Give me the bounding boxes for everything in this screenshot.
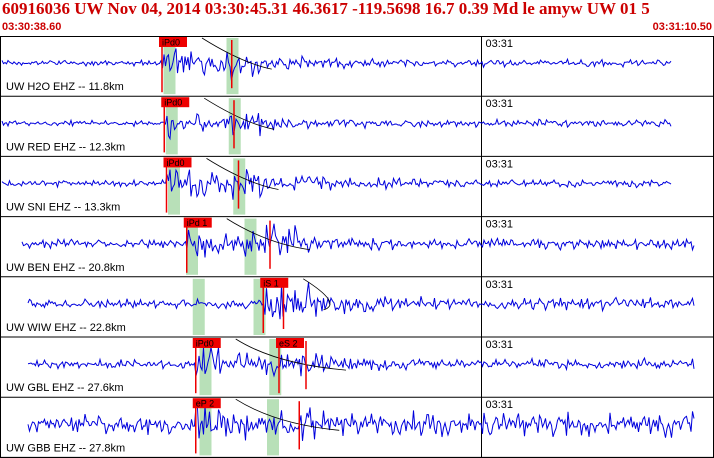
station-label: UW GBB EHZ -- 27.8km [6,442,125,454]
moveout-curve [226,218,311,251]
station-label: UW SNI EHZ -- 13.3km [6,202,120,214]
pick-label: eP 2 [196,399,214,409]
moveout-curve [201,37,272,70]
header: 60916036 UW Nov 04, 2014 03:30:45.31 46.… [0,0,714,36]
moveout-curve [206,158,279,190]
trace-row[interactable]: 03:31 iPd0 eS 2 UW GBL EHZ -- 27.6km [0,337,714,398]
pick-label: iS 1 [263,278,279,288]
trace-row[interactable]: 03:31 iPd0 UW SNI EHZ -- 13.3km [0,156,714,218]
pick-flag[interactable] [192,338,221,348]
station-label: UW RED EHZ -- 12.3km [6,141,125,153]
pick-flag[interactable] [159,37,187,47]
waveform [21,223,695,258]
minute-label: 03:31 [486,399,514,411]
trace-row[interactable]: 03:31 iS 1 UW WIW EHZ -- 22.8km [0,276,714,338]
trace-row[interactable]: 03:31 iPd0 UW H2O EHZ -- 11.8km [0,36,714,97]
waveform [27,282,695,320]
panel-border [0,36,714,458]
pick-label: eS 2 [279,339,298,349]
pick-window [199,399,212,456]
pick-flag[interactable] [260,277,289,288]
event-title: 60916036 UW Nov 04, 2014 03:30:45.31 46.… [2,0,650,18]
pick-label: iPd 1 [187,218,208,228]
minute-label: 03:31 [486,279,514,291]
pick-flag[interactable] [161,97,190,108]
pick-flag[interactable] [276,338,304,348]
station-label: UW BEN EHZ -- 20.8km [6,262,125,274]
pick-window [192,278,205,335]
pick-window [199,339,212,396]
pick-label: iPd0 [167,158,185,168]
station-label: UW H2O EHZ -- 11.8km [6,81,124,93]
minute-label: 03:31 [486,219,514,231]
waveform [1,168,672,200]
moveout-curve [235,338,347,371]
moveout-curve [303,278,331,311]
trace-row[interactable]: 03:31 iPd0 UW RED EHZ -- 12.3km [0,96,714,157]
pick-label: iPd0 [162,38,180,48]
moveout-curve [204,97,275,130]
pick-flag[interactable] [163,157,192,168]
moveout-curve [235,398,340,431]
seismogram-panel[interactable]: 03:31 iPd0 UW H2O EHZ -- 11.8km 03:31 iPd0 UW… [0,36,714,458]
waveform [27,403,695,441]
minute-label: 03:31 [486,158,514,170]
waveform [1,112,672,141]
station-label: UW WIW EHZ -- 22.8km [6,322,126,334]
station-label: UW GBL EHZ -- 27.6km [6,382,124,394]
minute-label: 03:31 [486,339,514,351]
pick-window [165,98,178,155]
trace-row[interactable]: 03:31 iPd 1 UW BEN EHZ -- 20.8km [0,216,714,278]
pick-flag[interactable] [192,398,221,409]
waveform [1,48,672,82]
end-time: 03:31:10.50 [652,21,712,33]
pick-flag[interactable] [183,217,212,228]
waveform [27,347,695,378]
trace-row[interactable]: 03:31 eP 2 UW GBB EHZ -- 27.8km [0,397,714,458]
minute-label: 03:31 [486,98,514,110]
pick-label: iPd0 [164,98,182,108]
pick-label: iPd0 [196,339,214,349]
start-time: 03:30:38.60 [2,21,62,33]
minute-label: 03:31 [486,38,514,50]
